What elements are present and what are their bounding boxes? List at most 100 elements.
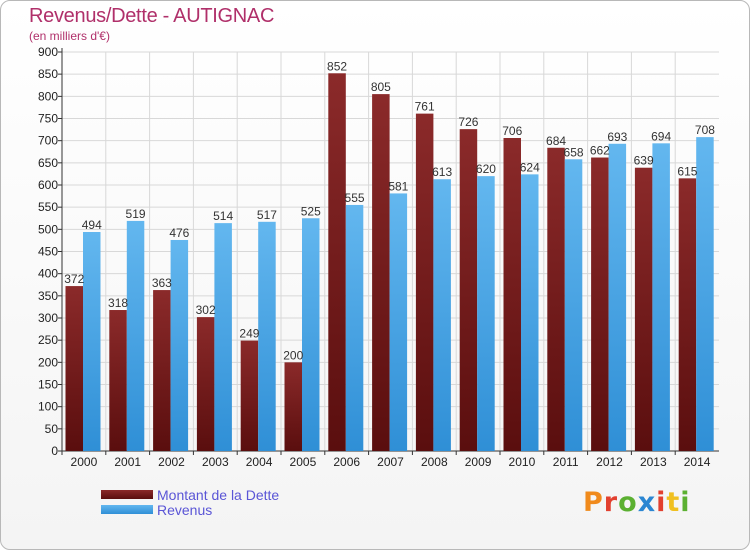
data-label-debt: 363 xyxy=(152,276,172,290)
x-tick-label: 2008 xyxy=(421,455,448,469)
logo-letter: t xyxy=(666,487,681,518)
data-label-revenue: 517 xyxy=(257,208,277,222)
y-tick-label: 100 xyxy=(38,400,58,414)
data-label-revenue: 494 xyxy=(82,218,102,232)
chart-title: Revenus/Dette - AUTIGNAC xyxy=(29,5,275,27)
x-tick-label: 2013 xyxy=(640,455,667,469)
legend-swatch-debt xyxy=(101,490,153,499)
x-tick-label: 2011 xyxy=(553,455,579,469)
bar-debt xyxy=(678,178,697,451)
y-tick-label: 600 xyxy=(38,178,58,192)
bar-revenue xyxy=(170,239,189,451)
data-label-revenue: 624 xyxy=(520,160,540,174)
data-label-revenue: 708 xyxy=(695,123,715,137)
x-tick-label: 2001 xyxy=(114,455,141,469)
bar-revenue xyxy=(126,220,145,451)
proxiti-logo: Proxiti xyxy=(583,487,691,518)
data-label-debt: 302 xyxy=(196,303,216,317)
data-label-revenue: 514 xyxy=(213,209,233,223)
legend-label-revenue: Revenus xyxy=(157,502,213,518)
y-tick-label: 700 xyxy=(38,134,58,148)
y-tick-label: 250 xyxy=(38,333,58,347)
legend-swatch-revenue xyxy=(101,505,153,514)
logo-letter: i xyxy=(656,487,667,518)
data-label-debt: 639 xyxy=(634,154,654,168)
x-tick-label: 2007 xyxy=(377,455,404,469)
data-label-revenue: 476 xyxy=(169,226,189,240)
data-label-debt: 761 xyxy=(415,100,435,114)
bar-debt xyxy=(240,340,259,451)
data-label-debt: 372 xyxy=(64,272,84,286)
bar-revenue xyxy=(564,159,583,451)
data-label-revenue: 694 xyxy=(651,129,671,143)
bar-debt xyxy=(415,113,434,451)
data-label-debt: 200 xyxy=(283,348,303,362)
data-label-debt: 318 xyxy=(108,296,128,310)
data-label-debt: 852 xyxy=(327,59,347,73)
data-label-debt: 249 xyxy=(239,327,259,341)
logo-letter: P xyxy=(583,487,604,518)
x-tick-label: 2003 xyxy=(202,455,229,469)
bar-debt xyxy=(109,310,127,451)
y-tick-label: 0 xyxy=(51,444,58,458)
data-label-revenue: 555 xyxy=(345,191,365,205)
bar-debt xyxy=(65,286,83,451)
bar-revenue xyxy=(696,137,714,451)
data-label-debt: 662 xyxy=(590,144,610,158)
y-tick-label: 400 xyxy=(38,267,58,281)
bar-debt xyxy=(547,147,565,451)
data-label-revenue: 613 xyxy=(432,165,452,179)
y-tick-label: 150 xyxy=(38,378,58,392)
bar-debt xyxy=(153,290,171,451)
bar-debt xyxy=(196,317,215,451)
y-tick-label: 800 xyxy=(38,89,58,103)
y-tick-label: 750 xyxy=(38,112,58,126)
data-label-revenue: 525 xyxy=(301,204,321,218)
y-tick-label: 900 xyxy=(38,45,58,59)
bar-revenue xyxy=(389,193,408,451)
legend-label-debt: Montant de la Dette xyxy=(157,487,280,503)
logo-letter: r xyxy=(603,487,619,518)
y-tick-label: 300 xyxy=(38,311,58,325)
x-tick-label: 2002 xyxy=(158,455,185,469)
data-label-revenue: 519 xyxy=(126,207,146,221)
bar-debt xyxy=(328,73,346,451)
y-tick-label: 550 xyxy=(38,200,58,214)
bar-debt xyxy=(459,129,478,451)
bar-revenue xyxy=(83,231,101,451)
logo-letter: i xyxy=(680,487,691,518)
data-label-revenue: 581 xyxy=(388,179,408,193)
logo-letter: x xyxy=(637,487,657,518)
data-label-debt: 684 xyxy=(546,134,566,148)
y-tick-label: 50 xyxy=(45,422,59,436)
data-labels: 372 494 318 519 363 476 302 514 249 517 200 525 852 5… xyxy=(64,59,715,362)
bar-revenue xyxy=(608,143,627,451)
data-label-revenue: 693 xyxy=(607,130,627,144)
x-tick-label: 2012 xyxy=(596,455,623,469)
bar-debt xyxy=(284,362,302,451)
y-tick-label: 500 xyxy=(38,222,58,236)
x-tick-label: 2009 xyxy=(465,455,492,469)
y-tick-label: 450 xyxy=(38,245,58,259)
x-tick-label: 2006 xyxy=(333,455,360,469)
bar-revenue xyxy=(477,176,495,451)
y-tick-label: 200 xyxy=(38,355,58,369)
data-label-debt: 706 xyxy=(502,124,522,138)
y-tick-label: 850 xyxy=(38,67,58,81)
data-label-debt: 805 xyxy=(371,80,391,94)
data-label-debt: 615 xyxy=(677,164,697,178)
bar-revenue xyxy=(214,223,232,451)
bar-revenue xyxy=(258,221,276,451)
bar-debt xyxy=(503,138,521,452)
y-tick-label: 650 xyxy=(38,156,58,170)
bar-debt xyxy=(372,94,390,451)
bar-revenue xyxy=(345,204,364,451)
x-tick-label: 2004 xyxy=(246,455,273,469)
x-tick-label: 2010 xyxy=(509,455,536,469)
data-label-revenue: 620 xyxy=(476,162,496,176)
data-label-debt: 726 xyxy=(458,115,478,129)
bar-revenue xyxy=(433,179,451,451)
data-label-revenue: 658 xyxy=(564,145,584,159)
